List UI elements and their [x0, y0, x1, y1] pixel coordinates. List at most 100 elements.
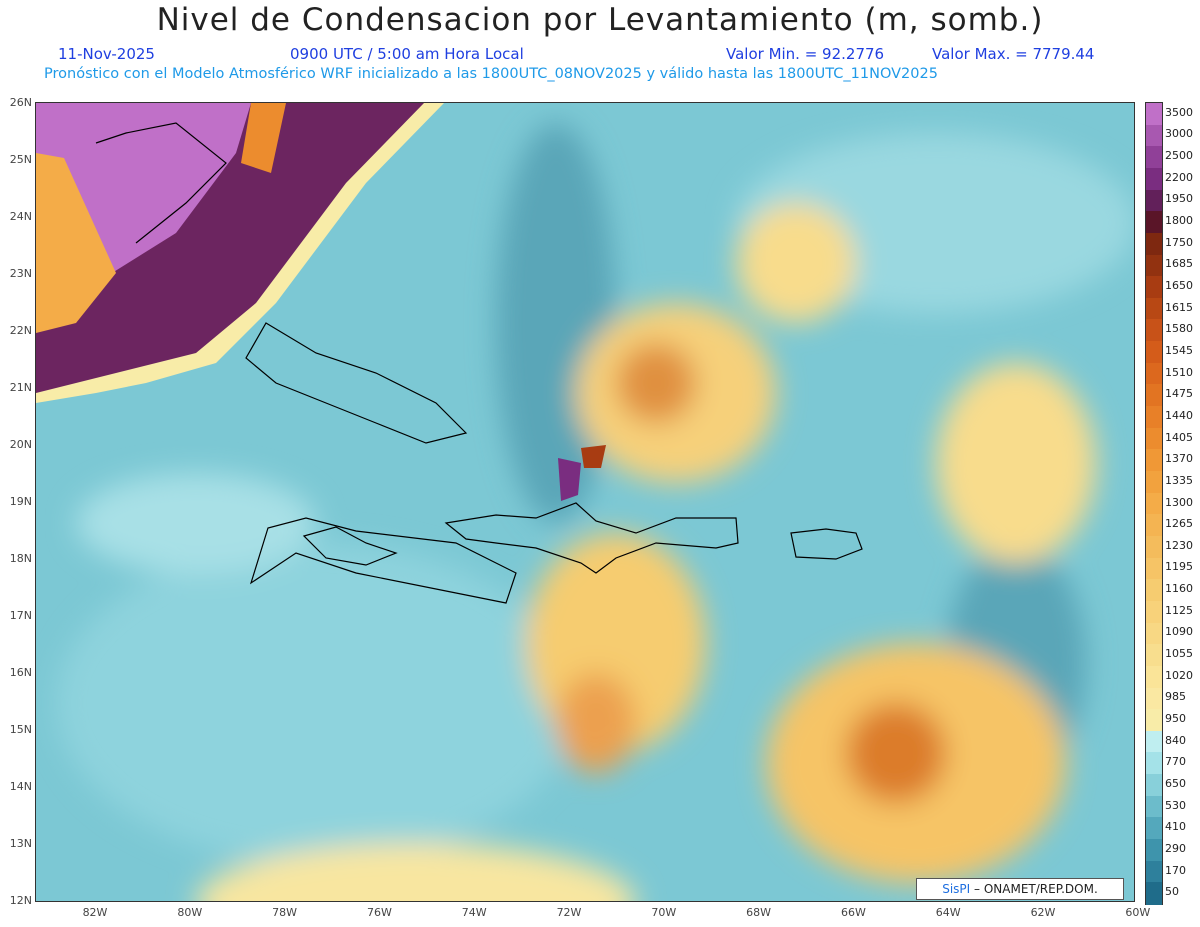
colorbar-label: 1160	[1165, 582, 1193, 596]
colorbar-label: 1265	[1165, 517, 1193, 531]
lat-label: 19N	[9, 495, 32, 508]
lat-label: 16N	[9, 666, 32, 679]
colorbar-label: 1510	[1165, 365, 1193, 379]
colorbar-swatch	[1146, 730, 1162, 754]
lon-label: 70W	[651, 906, 677, 919]
colorbar-label: 1650	[1165, 279, 1193, 292]
lat-label: 24N	[9, 210, 32, 223]
colorbar-label: 1125	[1165, 603, 1193, 617]
colorbar-swatch	[1146, 687, 1162, 710]
colorbar-label: 1750	[1165, 235, 1193, 249]
colorbar-swatch	[1146, 535, 1162, 559]
colorbar-label: 1090	[1165, 625, 1193, 639]
credit-brand: SisPI	[942, 882, 971, 896]
lon-label: 60W	[1125, 906, 1151, 919]
colorbar-label: 1370	[1165, 452, 1193, 466]
colorbar-label: 50	[1165, 885, 1179, 899]
lat-label: 12N	[9, 894, 32, 907]
colorbar-label: 3500	[1165, 105, 1193, 119]
colorbar-swatch	[1146, 644, 1162, 667]
colorbar-swatch	[1146, 276, 1162, 299]
credit-org: ONAMET/REP.DOM.	[983, 882, 1098, 896]
colorbar-swatch	[1146, 124, 1162, 147]
colorbar-label: 170	[1165, 863, 1186, 877]
colorbar-label: 1020	[1165, 668, 1193, 682]
colorbar-label: 1300	[1165, 495, 1193, 509]
colorbar-swatch	[1146, 362, 1162, 386]
credit-box: SisPI – ONAMET/REP.DOM.	[916, 878, 1124, 900]
colorbar-label: 1950	[1165, 192, 1193, 206]
colorbar-label: 1335	[1165, 473, 1193, 487]
forecast-time: 0900 UTC / 5:00 am Hora Local	[290, 45, 524, 63]
colorbar-label: 290	[1165, 841, 1186, 855]
colorbar-swatch	[1146, 600, 1162, 624]
lat-label: 20N	[9, 438, 32, 451]
colorbar-label: 950	[1165, 711, 1186, 725]
colorbar-swatch	[1146, 254, 1162, 277]
colorbar-label: 3000	[1165, 127, 1193, 141]
colorbar-label: 530	[1165, 798, 1186, 812]
lat-label: 21N	[9, 381, 32, 394]
colorbar	[1145, 102, 1163, 905]
lon-label: 66W	[840, 906, 866, 919]
colorbar-swatch	[1146, 817, 1162, 840]
colorbar-swatch	[1146, 795, 1162, 818]
colorbar-swatch	[1146, 665, 1162, 689]
colorbar-swatch	[1146, 341, 1162, 364]
colorbar-label: 650	[1165, 776, 1186, 790]
colorbar-label: 1545	[1165, 343, 1193, 357]
colorbar-label: 1230	[1165, 538, 1193, 552]
colorbar-swatch	[1146, 297, 1162, 321]
colorbar-label: 1055	[1165, 647, 1193, 661]
lon-label: 72W	[556, 906, 582, 919]
colorbar-swatch	[1146, 774, 1162, 797]
lat-label: 14N	[9, 780, 32, 793]
colorbar-label: 2500	[1165, 149, 1193, 163]
colorbar-swatch	[1146, 709, 1162, 732]
colorbar-label: 985	[1165, 690, 1186, 704]
lat-label: 15N	[9, 723, 32, 736]
colorbar-label: 2200	[1165, 170, 1193, 184]
colorbar-swatch	[1146, 103, 1162, 126]
colorbar-swatch	[1146, 384, 1162, 407]
colorbar-label: 840	[1165, 733, 1186, 747]
colorbar-swatch	[1146, 449, 1162, 472]
lat-label: 22N	[9, 324, 32, 337]
colorbar-swatch	[1146, 211, 1162, 234]
lat-label: 17N	[9, 609, 32, 622]
colorbar-swatch	[1146, 427, 1162, 450]
colorbar-swatch	[1146, 471, 1162, 494]
colorbar-swatch	[1146, 189, 1162, 212]
lat-label: 18N	[9, 552, 32, 565]
lon-label: 80W	[177, 906, 203, 919]
lon-label: 64W	[935, 906, 961, 919]
lat-label: 23N	[9, 267, 32, 280]
colorbar-label: 1405	[1165, 430, 1193, 444]
lat-label: 26N	[9, 96, 32, 109]
forecast-info: Pronóstico con el Modelo Atmosférico WRF…	[44, 66, 938, 82]
colorbar-label: 770	[1165, 755, 1186, 769]
colorbar-label: 1195	[1165, 560, 1193, 574]
value-max: Valor Max. = 7779.44	[932, 45, 1095, 63]
colorbar-swatch	[1146, 514, 1162, 537]
lon-label: 82W	[82, 906, 108, 919]
lon-label: 78W	[272, 906, 298, 919]
colorbar-swatch	[1146, 557, 1162, 580]
lat-label: 13N	[9, 837, 32, 850]
colorbar-label: 1475	[1165, 387, 1193, 401]
colorbar-swatch	[1146, 752, 1162, 775]
colorbar-label: 1580	[1165, 322, 1193, 336]
colorbar-label: 1615	[1165, 300, 1193, 314]
forecast-date: 11-Nov-2025	[58, 45, 155, 63]
colorbar-label: 410	[1165, 820, 1186, 834]
colorbar-swatch	[1146, 406, 1162, 429]
colorbar-swatch	[1146, 232, 1162, 256]
lon-label: 68W	[746, 906, 772, 919]
lat-label: 25N	[9, 153, 32, 166]
colorbar-swatch	[1146, 579, 1162, 602]
lcl-map	[35, 102, 1135, 902]
colorbar-label: 1440	[1165, 408, 1193, 422]
colorbar-swatch	[1146, 860, 1162, 883]
map-title: Nivel de Condensacion por Levantamiento …	[156, 2, 1044, 38]
credit-separator: –	[974, 882, 984, 896]
